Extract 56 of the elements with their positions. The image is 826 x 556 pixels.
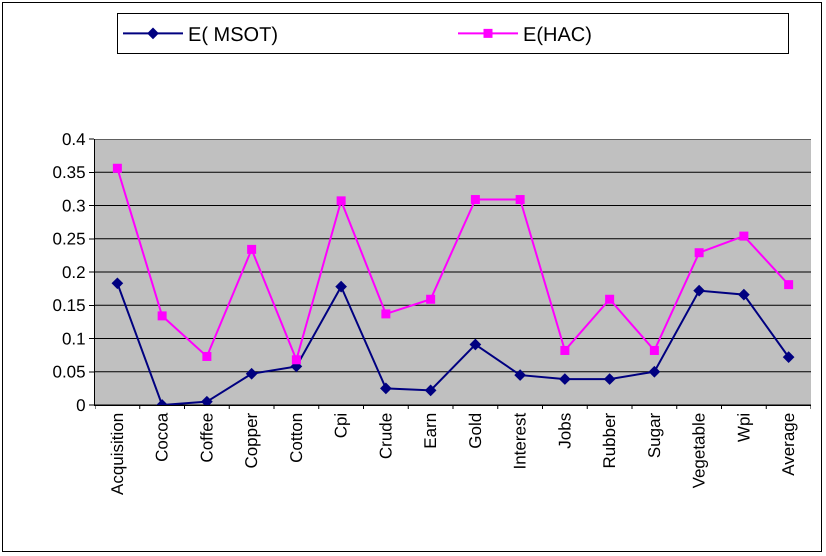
legend-label: E( MSOT): [188, 24, 278, 46]
x-tick-label: Sugar: [644, 412, 664, 458]
x-tick-label: Gold: [466, 412, 485, 449]
x-tick-label: Interest: [510, 412, 530, 470]
x-tick-label: Wpi: [734, 412, 754, 442]
point: [516, 195, 525, 204]
point: [247, 244, 256, 254]
x-tick-label: Cpi: [332, 412, 351, 438]
x-tick-label: Cotton: [286, 412, 306, 463]
y-tick-label: 0.3: [62, 196, 86, 216]
point: [604, 373, 616, 385]
point: [470, 195, 480, 204]
point: [381, 309, 390, 318]
y-tick-label: 0.4: [62, 130, 86, 149]
point: [426, 294, 436, 304]
y-tick-label: 0.1: [62, 329, 86, 348]
point: [782, 351, 794, 363]
point: [694, 248, 704, 258]
point: [559, 373, 571, 385]
x-tick-label: Jobs: [555, 412, 574, 449]
point: [424, 384, 436, 396]
x-tick-label: Cocoa: [152, 412, 172, 462]
point: [739, 232, 748, 241]
point: [335, 280, 347, 292]
point: [784, 280, 794, 290]
x-tick-label: Earn: [421, 412, 440, 449]
point: [158, 311, 167, 320]
y-tick-label: 0.2: [62, 262, 86, 282]
point: [202, 352, 212, 361]
point: [336, 196, 346, 206]
y-tick-label: 0.15: [52, 296, 86, 316]
point: [112, 164, 122, 173]
point: [380, 382, 392, 394]
point: [112, 277, 124, 290]
x-tick-label: Rubber: [600, 412, 620, 469]
x-tick-label: Vegetable: [690, 412, 709, 488]
point: [738, 288, 750, 300]
point: [560, 346, 570, 355]
point: [648, 366, 660, 378]
point: [514, 369, 526, 381]
y-tick-label: 0: [76, 396, 86, 415]
y-tick-label: 0.05: [52, 362, 86, 382]
y-tick-label: 0.35: [52, 163, 86, 182]
y-tick-label: 0.25: [52, 230, 86, 249]
point: [470, 338, 482, 350]
point: [693, 284, 705, 296]
point: [650, 346, 659, 355]
point: [292, 355, 301, 364]
x-tick-label: Acquisition: [108, 412, 127, 496]
x-tick-label: Coffee: [197, 412, 216, 463]
legend-label: E(HAC): [523, 24, 592, 46]
point: [605, 294, 614, 304]
x-tick-label: Crude: [376, 412, 396, 460]
x-tick-label: Average: [779, 412, 798, 476]
point: [246, 368, 258, 380]
x-tick-label: Copper: [242, 412, 262, 469]
